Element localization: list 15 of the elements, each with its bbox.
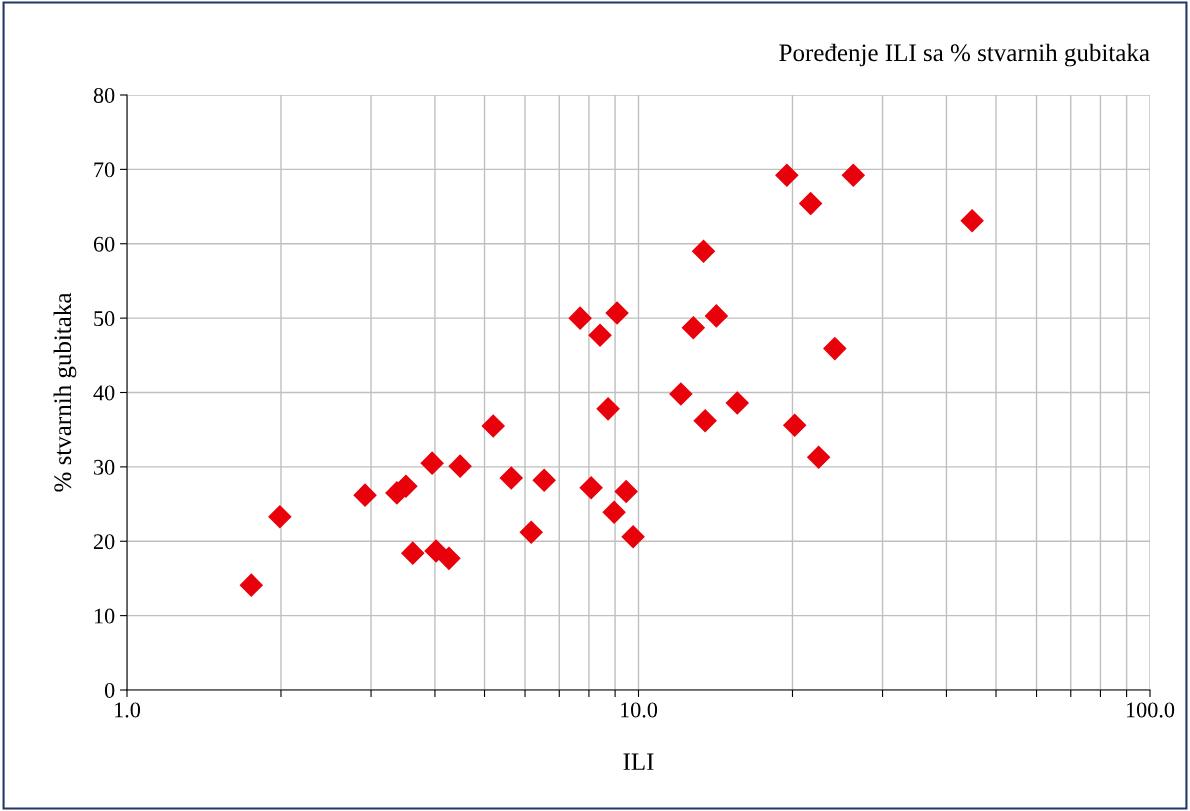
- y-tick-label: 20: [93, 534, 115, 550]
- x-axis-title: ILI: [623, 753, 654, 770]
- y-tick-label: 50: [94, 311, 115, 327]
- y-tick-label: 70: [94, 162, 115, 178]
- y-tick-label: 80: [93, 87, 115, 103]
- x-tick-label: 1.0: [115, 702, 141, 718]
- chart-title: Poređenje ILI sa % stvarnih gubitaka: [779, 43, 1150, 67]
- y-axis-title: % stvarnih gubitaka: [53, 292, 77, 492]
- y-tick-label: 10: [94, 608, 115, 624]
- x-tick-label: 10.0: [621, 702, 658, 718]
- y-tick-label: 30: [94, 459, 115, 475]
- y-tick-label: 40: [93, 385, 115, 401]
- x-tick-label: 100.0: [1126, 702, 1175, 718]
- y-tick-label: 0: [104, 682, 115, 698]
- y-tick-label: 60: [93, 236, 115, 252]
